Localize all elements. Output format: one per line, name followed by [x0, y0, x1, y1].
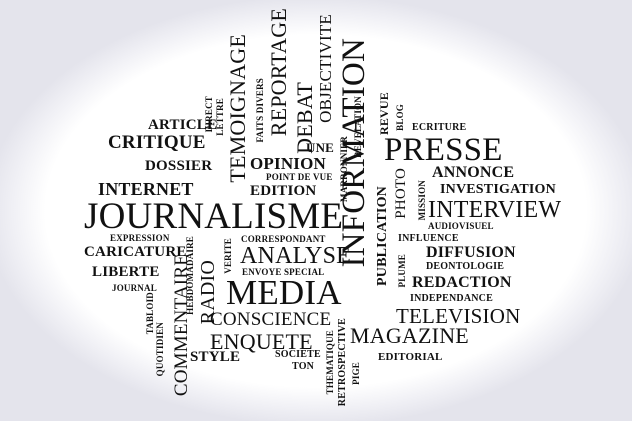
word-revue: REVUE — [377, 92, 391, 136]
word-tabloid: TABLOID — [145, 292, 155, 335]
word-envoye-special: ENVOYE SPECIAL — [242, 267, 325, 277]
word-style: STYLE — [190, 349, 241, 365]
word-blog: BLOG — [395, 104, 405, 131]
word-journal: JOURNAL — [112, 283, 157, 293]
word-journalisme: JOURNALISME — [84, 196, 344, 237]
word-photo: PHOTO — [393, 168, 409, 219]
word-revelation: REVELATION — [353, 96, 363, 158]
word-marronnier: MARRONNIER — [339, 136, 349, 202]
word-internet: INTERNET — [98, 179, 194, 199]
word-television: TELEVISION — [396, 304, 521, 328]
word-caricature: CARICATURE — [84, 244, 187, 260]
word-point-de-vue: POINT DE VUE — [266, 172, 333, 182]
word-verite: VERITE — [223, 238, 233, 274]
word-ton: TON — [292, 361, 315, 372]
word-debat: DEBAT — [292, 82, 317, 154]
word-influence: INFLUENCE — [398, 233, 459, 244]
word-expression: EXPRESSION — [110, 233, 170, 243]
word-quotidien: QUOTIDIEN — [155, 322, 165, 377]
word-analyse: ANALYSE — [240, 243, 351, 269]
word-pige: PIGE — [351, 362, 361, 385]
word-plume: PLUME — [397, 254, 407, 288]
word-critique: CRITIQUE — [108, 132, 206, 153]
word-deontologie: DEONTOLOGIE — [426, 261, 505, 272]
word-conscience: CONSCIENCE — [210, 309, 332, 330]
word-hebdomadaire: HEBDOMADAIRE — [185, 236, 195, 315]
word-magazine: MAGAZINE — [350, 323, 469, 348]
word-opinion: OPINION — [250, 154, 327, 173]
word-publication: PUBLICATION — [375, 186, 390, 286]
word-edition: EDITION — [250, 183, 317, 199]
word-redaction: REDACTION — [412, 274, 512, 291]
word-investigation: INVESTIGATION — [440, 182, 556, 197]
word-temoignage: TEMOIGNAGE — [225, 34, 250, 183]
word-ecriture: ECRITURE — [412, 122, 467, 133]
word-radio: RADIO — [197, 260, 219, 325]
word-lettre: LETTRE — [215, 98, 225, 136]
word-enquete: ENQUETE — [210, 329, 313, 354]
word-correspondant: CORRESPONDANT — [241, 234, 326, 244]
word-presse: PRESSE — [384, 132, 503, 168]
word-annonce: ANNONCE — [432, 164, 515, 181]
word-media: MEDIA — [226, 273, 342, 312]
word-audiovisuel: AUDIOVISUEL — [428, 221, 494, 231]
word-faits-divers: FAITS DIVERS — [255, 78, 265, 143]
word-dossier: DOSSIER — [145, 158, 213, 174]
word-objectivite: OBJECTIVITE — [316, 14, 335, 123]
word-interview: INTERVIEW — [428, 197, 562, 223]
word-article: ARTICLE — [148, 117, 218, 133]
word-mission: MISSION — [417, 180, 427, 221]
word-une: UNE — [306, 140, 335, 155]
word-retrospective: RETROSPECTIVE — [337, 318, 348, 407]
word-independance: INDEPENDANCE — [410, 293, 493, 304]
word-direct: DIRECT — [204, 96, 214, 133]
word-editorial: EDITORIAL — [378, 351, 443, 363]
word-thematique: THEMATIQUE — [325, 330, 335, 395]
word-liberte: LIBERTE — [92, 264, 160, 280]
word-reportage: REPORTAGE — [266, 8, 291, 137]
word-diffusion: DIFFUSION — [426, 244, 516, 261]
word-societe: SOCIETE — [275, 349, 321, 360]
